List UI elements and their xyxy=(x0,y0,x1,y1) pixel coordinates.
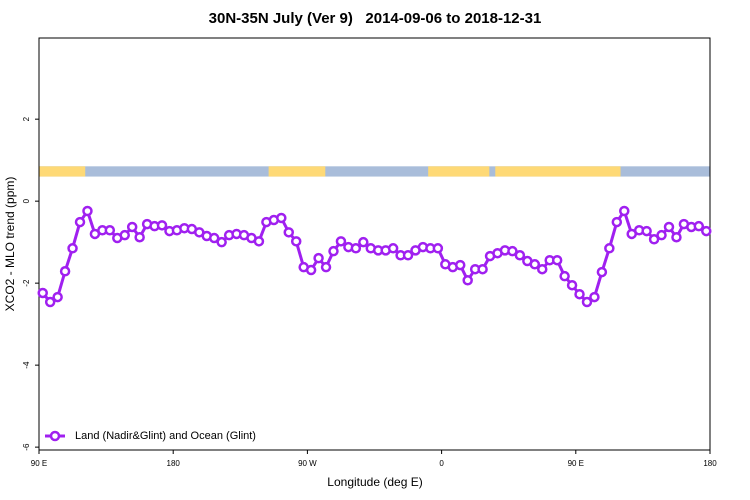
data-point xyxy=(52,291,63,303)
data-point xyxy=(358,236,369,248)
y-tick-label: 2 xyxy=(22,116,31,121)
data-point xyxy=(119,229,130,241)
y-tick-label: 0 xyxy=(22,198,31,203)
y-tick-label: -2 xyxy=(22,279,31,287)
data-point xyxy=(290,236,302,247)
land-strip xyxy=(39,166,86,177)
y-tick-label: -6 xyxy=(22,443,31,451)
legend-label: Land (Nadir&Glint) and Ocean (Glint) xyxy=(75,430,256,442)
data-point xyxy=(663,221,675,233)
data-point xyxy=(37,287,48,299)
data-point xyxy=(656,229,667,241)
legend: Land (Nadir&Glint) and Ocean (Glint) xyxy=(45,430,256,442)
data-point xyxy=(462,275,473,286)
data-point xyxy=(126,221,138,233)
data-point xyxy=(82,205,93,217)
data-point xyxy=(477,263,488,275)
data-point xyxy=(551,254,563,266)
data-point xyxy=(596,266,608,278)
x-axis-label: Longitude (deg E) xyxy=(327,475,422,489)
x-tick-label: 180 xyxy=(167,459,181,468)
data-point xyxy=(581,296,593,308)
data-point xyxy=(648,234,660,245)
data-point xyxy=(156,220,168,231)
data-point xyxy=(305,264,317,276)
data-point xyxy=(537,263,548,275)
data-point xyxy=(134,231,145,243)
data-point xyxy=(208,232,220,244)
data-point xyxy=(216,236,227,248)
data-point xyxy=(589,291,600,303)
y-tick-label: -4 xyxy=(22,361,31,369)
data-point xyxy=(74,216,86,228)
data-point xyxy=(619,205,630,217)
data-point xyxy=(276,212,287,224)
land-strip xyxy=(428,166,490,177)
y-axis-label: XCO2 - MLO trend (ppm) xyxy=(3,177,17,312)
data-point xyxy=(641,225,652,237)
plot-frame xyxy=(38,37,711,451)
data-point xyxy=(701,225,712,237)
data-point xyxy=(253,236,265,247)
x-tick-label: 0 xyxy=(439,459,444,468)
data-point xyxy=(283,227,295,238)
data-point xyxy=(566,279,578,291)
data-point xyxy=(693,220,705,232)
data-point xyxy=(604,243,615,254)
data-point xyxy=(507,245,518,257)
data-point xyxy=(313,252,324,264)
data-point xyxy=(559,270,570,282)
x-tick-label: 180 xyxy=(703,459,717,468)
data-point xyxy=(402,250,414,261)
data-point xyxy=(59,266,71,277)
data-point xyxy=(671,231,682,243)
data-point xyxy=(529,259,541,270)
x-tick-label: 90 W xyxy=(298,459,317,468)
data-point xyxy=(328,245,339,257)
legend-marker xyxy=(49,430,61,442)
data-point xyxy=(350,243,362,254)
data-point xyxy=(104,225,116,236)
data-point xyxy=(574,288,585,300)
data-point xyxy=(387,243,399,254)
land-strip xyxy=(495,166,621,177)
land-strip xyxy=(268,166,326,177)
data-point xyxy=(67,243,78,254)
data-point xyxy=(432,243,444,254)
x-tick-label: 90 E xyxy=(31,459,47,468)
x-tick-label: 90 E xyxy=(568,459,584,468)
data-point xyxy=(335,236,347,247)
data-point xyxy=(320,261,332,273)
ocean-strip xyxy=(39,166,710,177)
data-point xyxy=(514,250,526,261)
data-point xyxy=(611,216,623,228)
data-point xyxy=(44,296,56,308)
data-point xyxy=(454,259,466,271)
chart-title: 30N-35N July (Ver 9) 2014-09-06 to 2018-… xyxy=(209,10,542,27)
